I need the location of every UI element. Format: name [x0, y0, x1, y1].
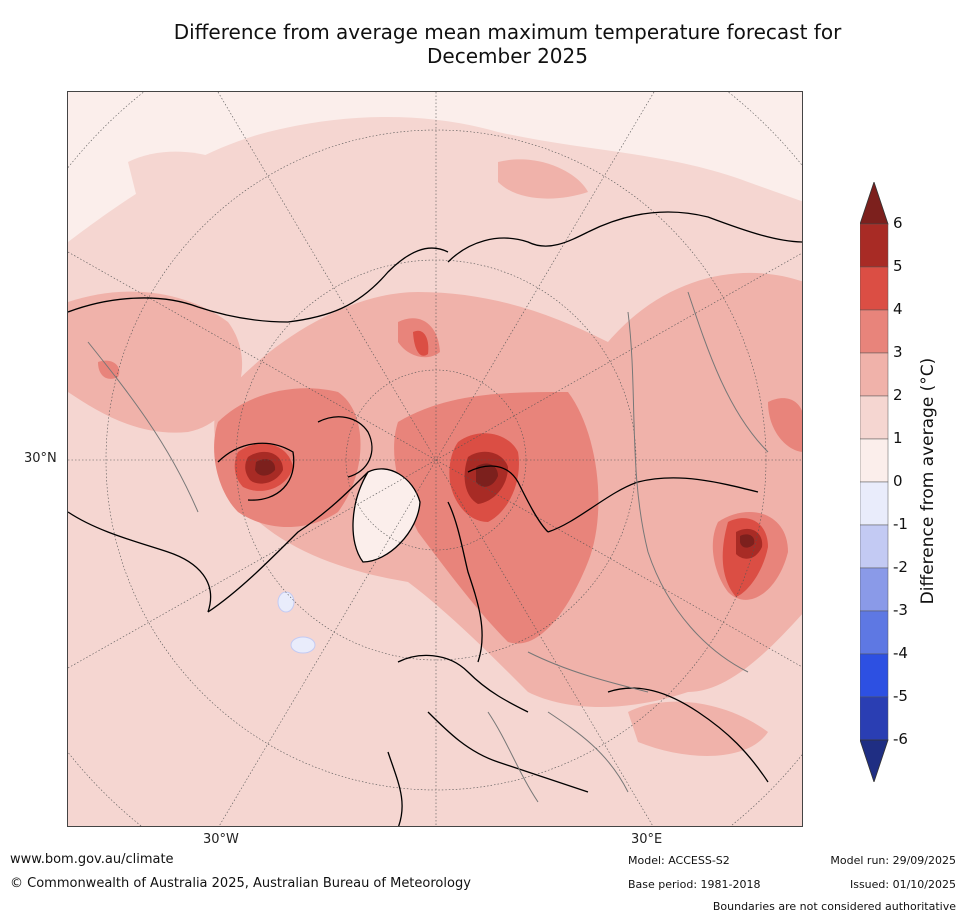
- colorbar-tick-label: 1: [893, 429, 903, 447]
- colorbar-band: [860, 567, 889, 612]
- footer-disclaimer: Boundaries are not considered authoritat…: [712, 900, 956, 913]
- footer-website: www.bom.gov.au/climate: [10, 852, 174, 867]
- longitude-label-30w: 30°W: [203, 832, 239, 847]
- latitude-label-30n: 30°N: [24, 451, 57, 466]
- footer-issued: Issued: 01/10/2025: [849, 878, 956, 891]
- colorbar-under-arrow: [860, 739, 889, 782]
- colorbar-band: [860, 352, 889, 397]
- title-line-2: December 2025: [427, 44, 588, 68]
- anomaly-above-6-regions: [255, 459, 755, 548]
- temperature-anomaly-map: [67, 91, 803, 827]
- colorbar-tick-label: 0: [893, 472, 903, 490]
- title-line-1: Difference from average mean maximum tem…: [173, 20, 842, 44]
- colorbar-band: [860, 653, 889, 698]
- map-canvas: [68, 92, 802, 826]
- colorbar-band: [860, 610, 889, 655]
- colorbar-band: [860, 309, 889, 354]
- colorbar-tick-label: 2: [893, 386, 903, 404]
- footer-base-period: Base period: 1981-2018: [628, 878, 761, 891]
- colorbar: [860, 182, 889, 782]
- colorbar-band: [860, 696, 889, 741]
- colorbar-band: [860, 395, 889, 440]
- colorbar-band: [860, 524, 889, 569]
- colorbar-band: [860, 438, 889, 483]
- footer-copyright: © Commonwealth of Australia 2025, Austra…: [10, 876, 471, 891]
- longitude-label-30e: 30°E: [631, 832, 663, 847]
- colorbar-tick-label: 6: [893, 214, 903, 232]
- colorbar-tick-label: 4: [893, 300, 903, 318]
- colorbar-tick-label: -1: [893, 515, 908, 533]
- colorbar-over-arrow: [860, 182, 889, 225]
- coastlines: [68, 211, 802, 826]
- colorbar-band: [860, 223, 889, 268]
- colorbar-tick-label: -4: [893, 644, 908, 662]
- colorbar-tick-label: -6: [893, 730, 908, 748]
- colorbar-tick-label: 3: [893, 343, 903, 361]
- greenland-outline: [352, 468, 421, 563]
- colorbar-tick-label: -2: [893, 558, 908, 576]
- colorbar-tick-label: -3: [893, 601, 908, 619]
- colorbar-tick-label: -5: [893, 687, 908, 705]
- colorbar-band: [860, 266, 889, 311]
- colorbar-band: [860, 481, 889, 526]
- footer-model-run: Model run: 29/09/2025: [830, 854, 956, 867]
- map-title: Difference from average mean maximum tem…: [0, 20, 965, 68]
- country-boundaries: [87, 291, 769, 803]
- graticule: [68, 92, 802, 826]
- footer-model: Model: ACCESS-S2: [628, 854, 730, 867]
- colorbar-tick-label: 5: [893, 257, 903, 275]
- colorbar-title: Difference from average (°C): [918, 357, 938, 605]
- colorbar-bands: [860, 223, 889, 741]
